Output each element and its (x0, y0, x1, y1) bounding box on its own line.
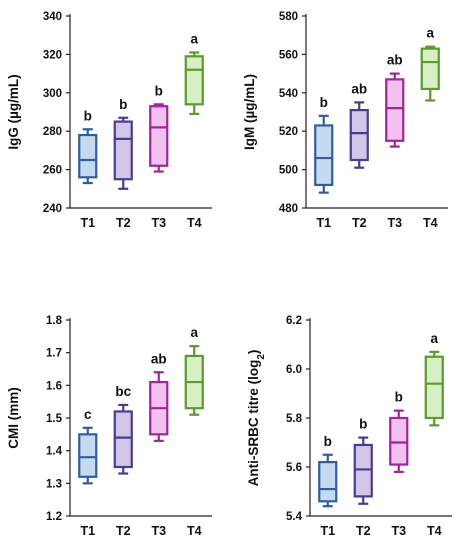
x-category-label: T1 (80, 524, 95, 538)
x-category-label: T2 (116, 524, 131, 538)
box-t2: bc T2 (113, 384, 133, 538)
x-category-label: T4 (423, 216, 438, 230)
y-tick-label: 500 (279, 165, 298, 177)
box-t1: b T1 (318, 434, 338, 538)
y-tick-label: 580 (279, 11, 298, 23)
x-category-label: T4 (187, 524, 202, 538)
x-category-label: T2 (352, 216, 367, 230)
y-tick-label: 320 (43, 49, 62, 61)
iqr-box (389, 416, 409, 466)
y-tick-label: 1.3 (46, 478, 62, 490)
significance-label: c (84, 407, 92, 422)
iqr-box (113, 410, 133, 469)
y-tick-label: 260 (43, 165, 62, 177)
iqr-box (78, 433, 98, 478)
box-t1: b T1 (78, 108, 98, 230)
significance-label: b (119, 97, 127, 112)
y-tick-label: 340 (43, 11, 62, 23)
significance-label: b (84, 108, 92, 123)
significance-label: b (155, 83, 163, 98)
y-tick-label: 1.2 (46, 511, 62, 523)
y-tick-label: 1.8 (46, 315, 63, 327)
x-category-label: T3 (387, 216, 402, 230)
iqr-box (353, 443, 373, 498)
panel-4: 5.4 5.6 5.8 6.0 6.2 Anti-SRBC titre (log2) b T1… (246, 315, 452, 538)
x-category-label: T2 (356, 524, 371, 538)
iqr-box (149, 105, 169, 167)
box-t2: b T2 (113, 97, 133, 230)
y-axis-title: IgG (µg/mL) (6, 74, 21, 149)
box-t4: a T4 (424, 331, 444, 538)
iqr-box (318, 461, 338, 503)
panel-1: 240 260 280 300 320 340 IgG (µg/mL) b T1 b T2 b T3 a T… (6, 11, 212, 230)
y-tick-label: 480 (279, 203, 298, 215)
x-category-label: T1 (316, 216, 331, 230)
box-t4: a T4 (184, 325, 204, 538)
y-tick-label: 540 (279, 88, 298, 100)
box-t2: b T2 (353, 417, 373, 538)
significance-label: b (320, 95, 328, 110)
x-category-label: T1 (320, 524, 335, 538)
y-tick-label: 240 (43, 203, 62, 215)
box-t3: b T3 (389, 390, 409, 538)
box-t4: a T4 (420, 26, 440, 230)
x-category-label: T4 (187, 216, 202, 230)
y-axis-title-subscript: 2 (256, 354, 267, 360)
y-tick-label: 5.8 (286, 413, 303, 425)
x-category-label: T3 (391, 524, 406, 538)
y-axis-title: IgM (µg/mL) (242, 74, 257, 150)
significance-label: ab (351, 81, 367, 96)
significance-label: a (426, 26, 434, 41)
x-category-label: T3 (151, 524, 166, 538)
box-t4: a T4 (184, 31, 204, 230)
x-category-label: T4 (427, 524, 442, 538)
y-axis-title: CMI (mm) (6, 387, 21, 449)
significance-label: b (359, 417, 367, 432)
significance-label: ab (387, 53, 403, 68)
significance-label: a (430, 331, 438, 346)
iqr-box (420, 47, 440, 91)
significance-label: b (324, 434, 332, 449)
y-tick-label: 1.5 (46, 413, 63, 425)
iqr-box (349, 108, 369, 162)
y-tick-label: 6.2 (286, 315, 302, 327)
significance-label: a (190, 31, 198, 46)
x-category-label: T3 (151, 216, 166, 230)
y-tick-label: 1.7 (46, 348, 62, 360)
iqr-box (424, 355, 444, 420)
y-axis-title-suffix: ) (246, 350, 261, 355)
box-t1: b T1 (314, 95, 334, 230)
box-t3: ab T3 (385, 53, 405, 230)
box-t1: c T1 (78, 407, 98, 538)
x-category-label: T1 (80, 216, 95, 230)
y-axis-title: Anti-SRBC titre (log2) (246, 350, 267, 487)
y-tick-label: 6.0 (286, 364, 302, 376)
box-t2: ab T2 (349, 81, 369, 230)
significance-label: b (395, 390, 403, 405)
panel-3: 1.2 1.3 1.4 1.5 1.6 1.7 1.8 CMI (mm) c T1 bc T2 ab T3… (6, 315, 212, 538)
y-tick-label: 560 (279, 49, 298, 61)
iqr-box (113, 120, 133, 181)
box-t3: b T3 (149, 83, 169, 230)
panel-2: 480 500 520 540 560 580 IgM (µg/mL) b T1 ab T2 ab T3… (242, 11, 448, 230)
significance-label: a (190, 325, 198, 340)
y-tick-label: 5.4 (286, 511, 303, 523)
y-tick-label: 1.6 (46, 380, 62, 392)
iqr-box (184, 55, 204, 106)
y-tick-label: 5.6 (286, 462, 302, 474)
box-t3: ab T3 (149, 351, 169, 538)
significance-label: ab (151, 351, 167, 366)
y-tick-label: 280 (43, 126, 62, 138)
y-tick-label: 520 (279, 126, 298, 138)
iqr-box (78, 133, 98, 179)
x-category-label: T2 (116, 216, 131, 230)
y-tick-label: 300 (43, 88, 62, 100)
iqr-box (385, 78, 405, 142)
iqr-box (314, 124, 334, 187)
y-tick-label: 1.4 (46, 446, 63, 458)
significance-label: bc (115, 384, 131, 399)
